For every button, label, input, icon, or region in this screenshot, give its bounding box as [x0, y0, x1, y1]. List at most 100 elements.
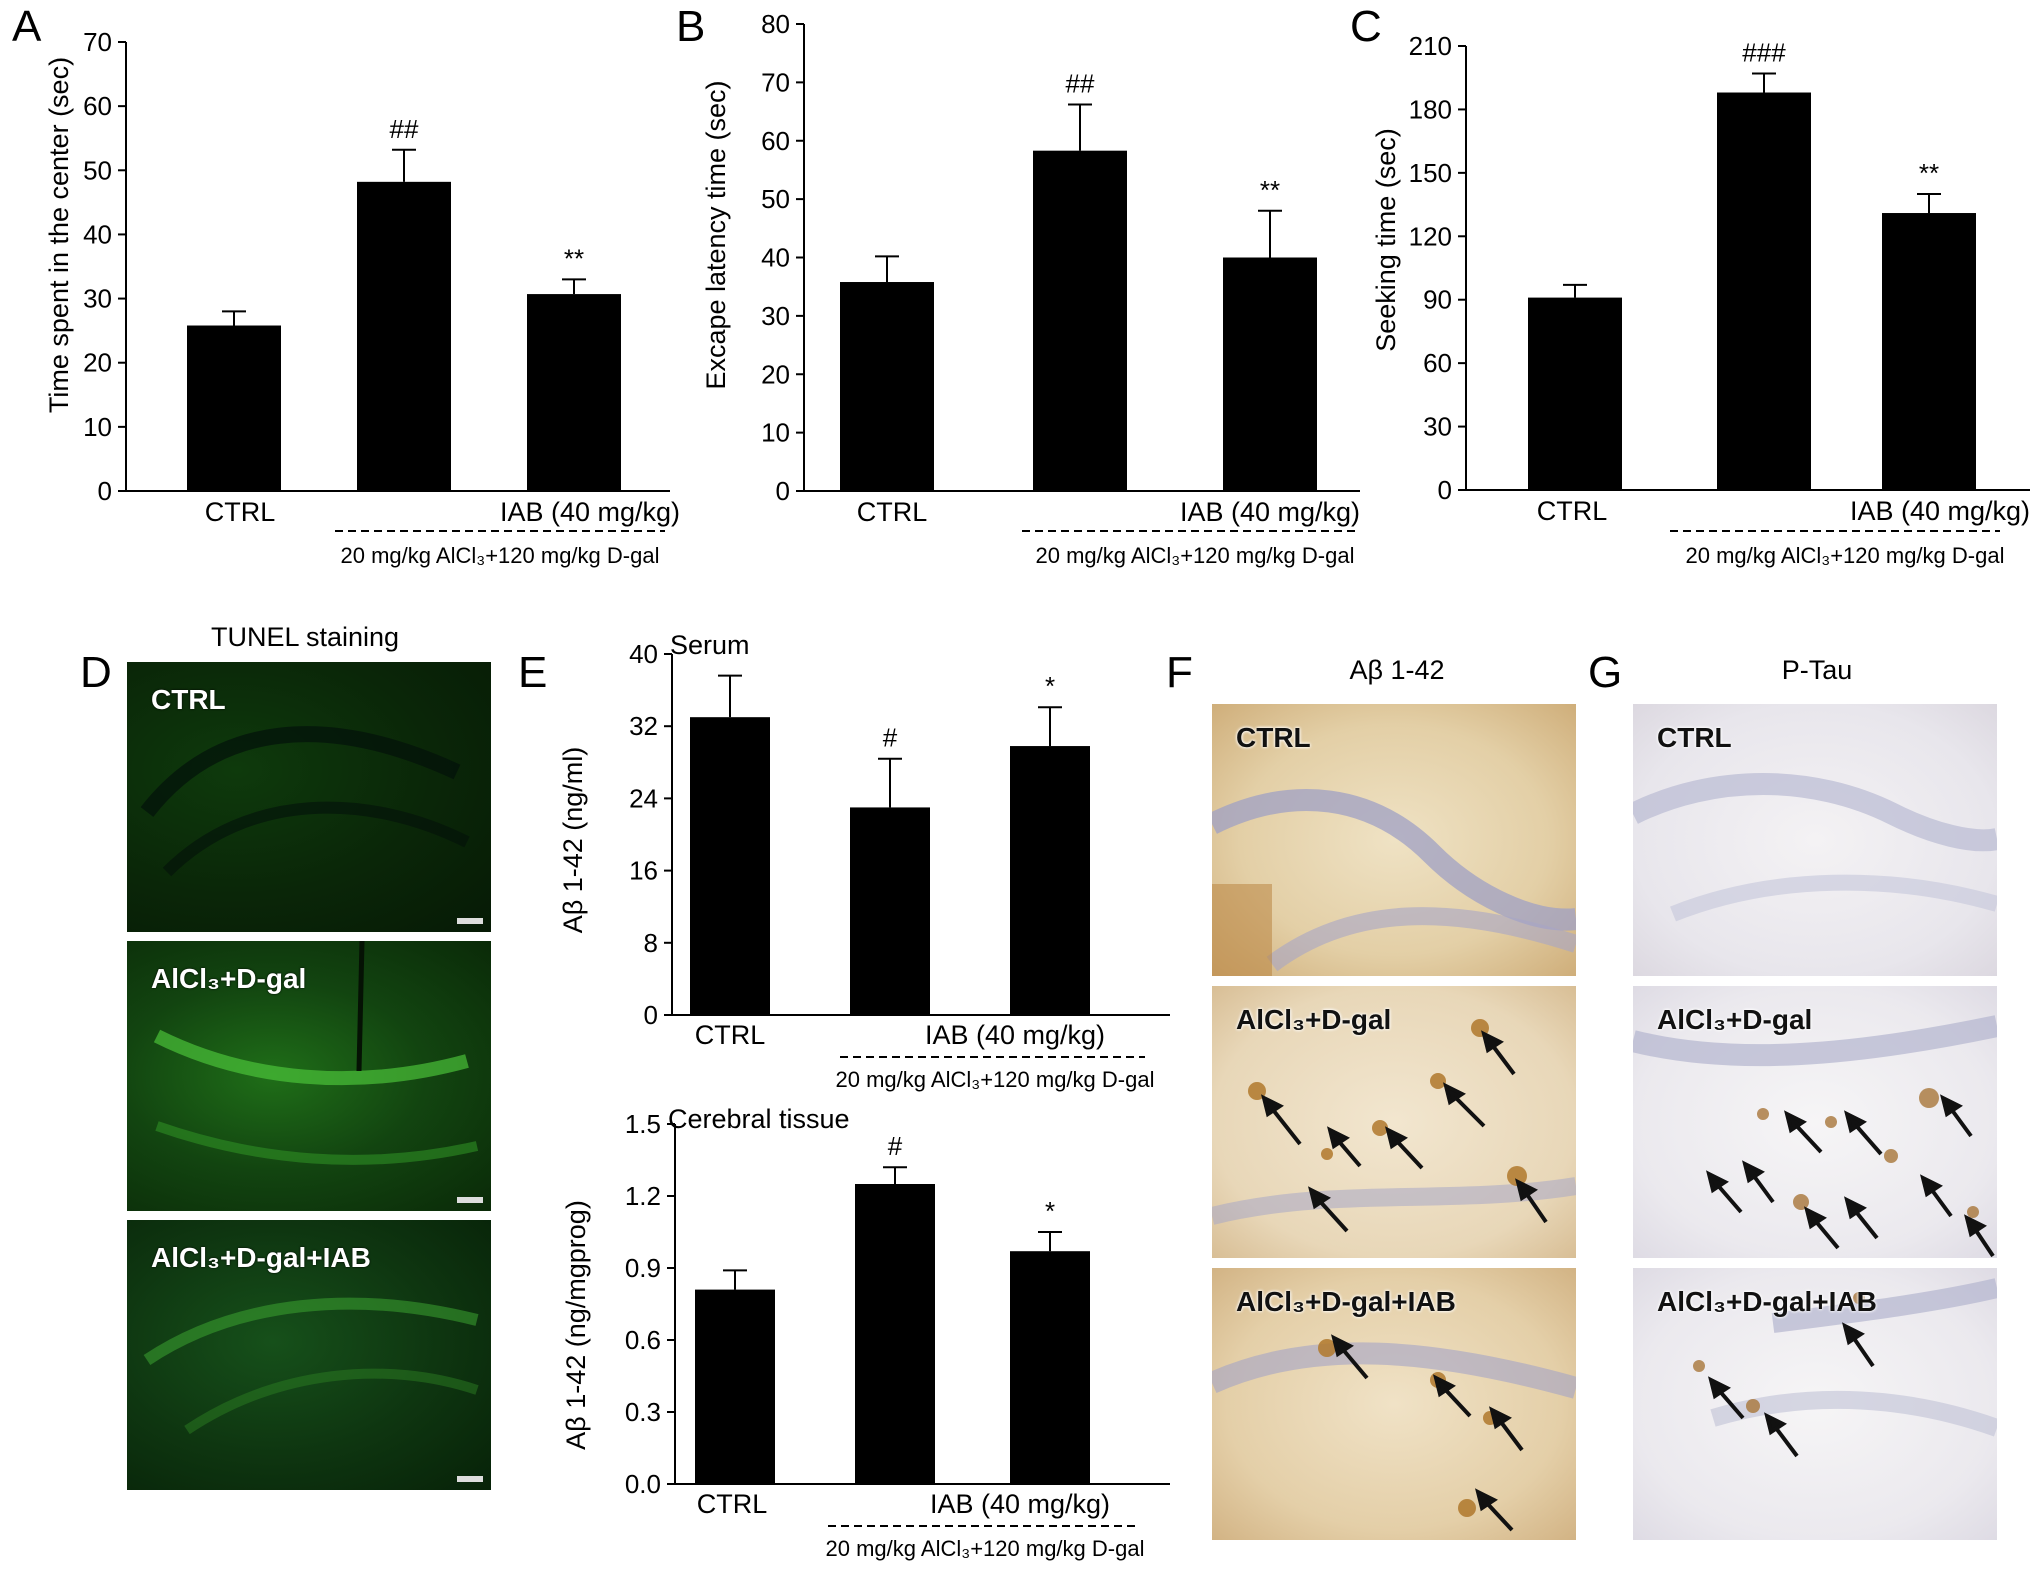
y-tick-label: 20: [761, 359, 790, 389]
bar: [1882, 213, 1976, 490]
category-label-ctrl: CTRL: [695, 1020, 766, 1050]
significance-label: ##: [1066, 69, 1095, 99]
significance-label: ###: [1742, 37, 1786, 67]
bar: [1010, 746, 1090, 1015]
y-tick-label: 0: [1438, 475, 1452, 505]
panel-letter-c: C: [1350, 2, 1382, 51]
y-tick-label: 10: [83, 412, 112, 442]
y-tick-label: 1.5: [625, 1109, 661, 1139]
significance-label: ##: [390, 114, 419, 144]
y-axis-label: Time spent in the center (sec): [44, 57, 74, 413]
tunel-image-alcl3-dgal-iab: AlCl₃+D-gal+IAB: [127, 1220, 491, 1490]
y-tick-label: 40: [629, 639, 658, 669]
abeta-image-alcl3-dgal-iab: AlCl₃+D-gal+IAB: [1212, 1268, 1576, 1540]
bar: [855, 1184, 935, 1484]
ptau-label-alcl3-dgal: AlCl₃+D-gal: [1657, 1004, 1813, 1035]
y-tick-label: 0.0: [625, 1469, 661, 1499]
category-label-ctrl: CTRL: [205, 497, 276, 527]
group-label: 20 mg/kg AlCl₃+120 mg/kg D-gal: [341, 543, 660, 568]
y-tick-label: 0.6: [625, 1325, 661, 1355]
bar: [187, 325, 281, 491]
panel-letter-a: A: [12, 2, 42, 51]
panel-letter-b: B: [676, 2, 706, 51]
category-label-ctrl: CTRL: [1537, 496, 1608, 526]
bar: [840, 282, 934, 491]
chart-title: Cerebral tissue: [668, 1104, 850, 1134]
significance-label: *: [1045, 671, 1055, 701]
ptau-label-alcl3-dgal-iab: AlCl₃+D-gal+IAB: [1657, 1286, 1877, 1317]
y-axis-label: Aβ 1-42 (ng/ml): [558, 747, 588, 934]
y-tick-label: 60: [83, 91, 112, 121]
significance-label: *: [1045, 1196, 1055, 1226]
y-tick-label: 90: [1423, 285, 1452, 315]
y-tick-label: 0: [98, 476, 112, 506]
tunel-label-ctrl: CTRL: [151, 684, 226, 715]
y-tick-label: 20: [83, 348, 112, 378]
chart-e-cerebral: Cerebral tissue Aβ 1-42 (ng/mgprog) 0.0 0…: [561, 1104, 1170, 1561]
y-tick-label: 0: [644, 1000, 658, 1030]
y-tick-label: 150: [1409, 158, 1452, 188]
scale-bar: [457, 918, 483, 924]
y-tick-label: 70: [83, 27, 112, 57]
bar: [690, 717, 770, 1015]
panel-g-title: P-Tau: [1781, 655, 1853, 685]
y-tick-label: 40: [83, 219, 112, 249]
chart-c: Seeking time (sec) 0 30 60 90 120 150 180 210 ##…: [1371, 31, 2030, 568]
bar: [695, 1289, 775, 1484]
abeta-label-alcl3-dgal-iab: AlCl₃+D-gal+IAB: [1236, 1286, 1456, 1317]
category-label-iab: IAB (40 mg/kg): [930, 1489, 1110, 1519]
y-tick-label: 180: [1409, 94, 1452, 124]
y-tick-label: 1.2: [625, 1181, 661, 1211]
y-tick-label: 210: [1409, 31, 1452, 61]
ptau-image-alcl3-dgal-iab: AlCl₃+D-gal+IAB: [1633, 1268, 1997, 1540]
panel-d-title: TUNEL staining: [210, 622, 400, 652]
chart-title: Serum: [670, 630, 750, 660]
y-tick-label: 40: [761, 243, 790, 273]
y-tick-label: 32: [629, 711, 658, 741]
y-axis-label: Excape latency time (sec): [701, 80, 731, 389]
y-tick-label: 60: [761, 126, 790, 156]
y-tick-label: 0.3: [625, 1397, 661, 1427]
y-tick-label: 0: [776, 476, 790, 506]
category-label-ctrl: CTRL: [857, 497, 928, 527]
bar: [1010, 1251, 1090, 1484]
ptau-image-alcl3-dgal: AlCl₃+D-gal: [1633, 986, 1997, 1258]
panel-letter-f: F: [1166, 648, 1193, 697]
bar: [1223, 257, 1317, 491]
y-tick-label: 30: [761, 301, 790, 331]
y-tick-label: 30: [83, 284, 112, 314]
bar: [1033, 150, 1127, 491]
category-label-iab: IAB (40 mg/kg): [500, 497, 680, 527]
bar: [850, 807, 930, 1015]
bar: [1717, 92, 1811, 490]
y-tick-label: 0.9: [625, 1253, 661, 1283]
y-tick-label: 70: [761, 67, 790, 97]
y-tick-label: 8: [644, 928, 658, 958]
panel-f-title: Aβ 1-42: [1349, 655, 1445, 685]
y-tick-label: 50: [761, 184, 790, 214]
y-tick-label: 16: [629, 856, 658, 886]
abeta-image-alcl3-dgal: AlCl₃+D-gal: [1212, 986, 1576, 1258]
ptau-label-ctrl: CTRL: [1657, 722, 1732, 753]
chart-b: Excape latency time (sec) 0 10 20 30 40 50 60 7…: [701, 9, 1360, 568]
y-tick-label: 50: [83, 155, 112, 185]
significance-label: **: [1260, 175, 1280, 205]
group-label: 20 mg/kg AlCl₃+120 mg/kg D-gal: [836, 1067, 1155, 1092]
panel-letter-g: G: [1588, 648, 1623, 697]
y-axis-label: Aβ 1-42 (ng/mgprog): [561, 1200, 591, 1450]
y-tick-label: 80: [761, 9, 790, 39]
y-tick-label: 30: [1423, 412, 1452, 442]
abeta-image-ctrl: CTRL: [1212, 704, 1576, 976]
group-label: 20 mg/kg AlCl₃+120 mg/kg D-gal: [1036, 543, 1355, 568]
tunel-label-alcl3-dgal-iab: AlCl₃+D-gal+IAB: [151, 1242, 371, 1273]
bar: [527, 294, 621, 491]
panel-letter-d: D: [80, 648, 112, 697]
significance-label: #: [888, 1131, 903, 1161]
abeta-label-alcl3-dgal: AlCl₃+D-gal: [1236, 1004, 1392, 1035]
scale-bar: [457, 1197, 483, 1203]
panel-letter-e: E: [518, 648, 548, 697]
bar: [357, 181, 451, 491]
category-label-ctrl: CTRL: [697, 1489, 768, 1519]
abeta-label-ctrl: CTRL: [1236, 722, 1311, 753]
